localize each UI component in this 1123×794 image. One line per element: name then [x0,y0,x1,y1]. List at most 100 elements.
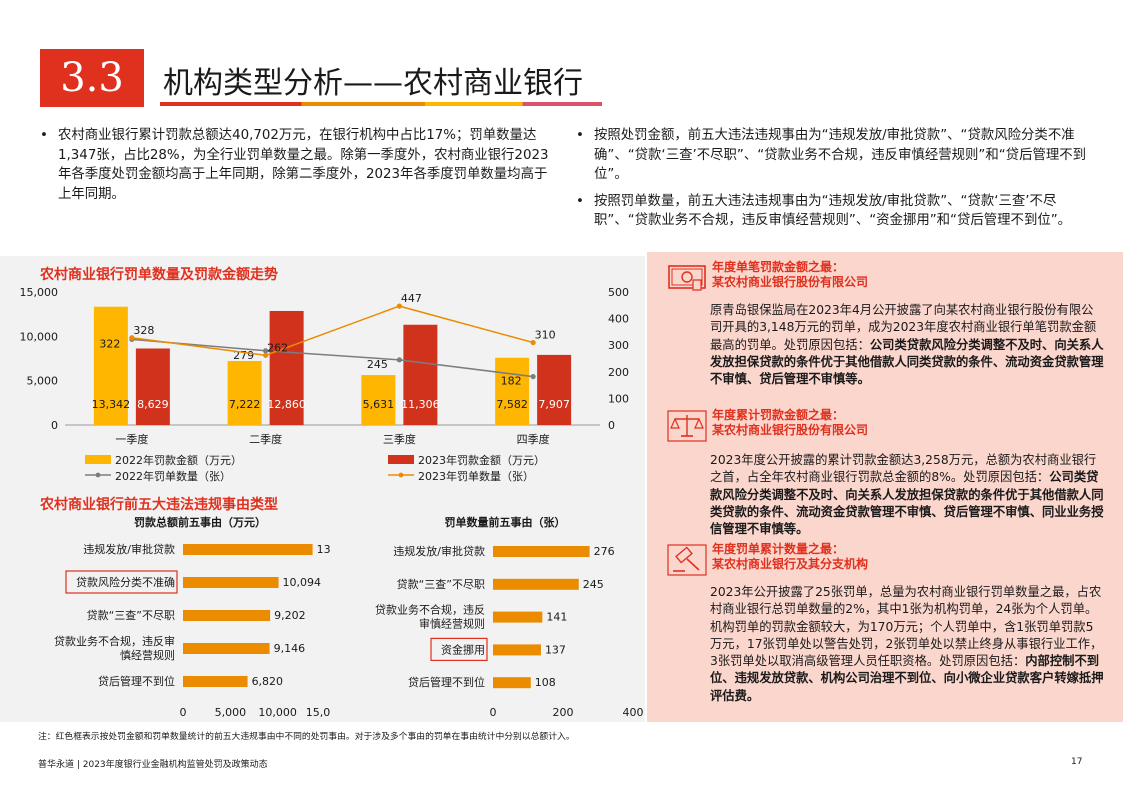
footer-text: 普华永道 | 2023年度银行业金融机构监管处罚及政策动态 [38,760,268,770]
bar [183,544,313,555]
line-point [263,348,269,354]
category-label: 贷款业务不合规，违反审 [54,634,175,648]
case-study-panel: 年度单笔罚款金额之最： 某农村商业银行股份有限公司 原青岛银保监局在2023年4… [647,252,1123,722]
category-label: 慎经营规则 [120,648,175,662]
category-label: 贷后管理不到位 [98,674,175,688]
reasons-chart-title: 农村商业银行前五大违法违规事由类型 [40,497,278,513]
x-tick-label: 5,000 [215,706,247,719]
bar-value-label: 7,222 [229,398,261,411]
legend-label: 2022年罚款金额（万元） [115,453,242,467]
line-value-label: 262 [267,341,288,354]
bar [495,357,530,425]
y-right-tick-label: 200 [608,366,629,379]
x-tick-label: 三季度 [383,432,416,446]
title-underline [160,102,602,106]
bar-value-label: 137 [545,643,566,656]
y-left-tick-label: 0 [51,419,58,432]
page-number: 17 [1071,757,1083,767]
bar-value-label: 9,202 [274,609,306,622]
bar [493,677,531,689]
case-heading: 年度罚单累计数量之最： 某农村商业银行及其分支机构 [712,542,868,572]
line-value-label: 182 [501,375,522,388]
chart-subtitle: 罚单数量前五事由（张） [445,515,566,529]
y-left-tick-label: 5,000 [27,375,59,388]
legend-marker [398,472,404,478]
bar-value-label: 6,820 [252,675,284,688]
chart-panel: 农村商业银行罚单数量及罚款金额走势 15,000 10,000 5,000 0 500 4… [0,256,645,722]
bar [493,644,541,656]
balance-scale-icon [667,410,707,442]
trend-chart: 15,000 10,000 5,000 0 500 400 300 200 100 0 一季度 13,… [20,286,630,483]
x-tick-label: 二季度 [249,432,282,446]
case-heading-line: 年度累计罚款金额之最： [712,408,845,422]
money-bill-icon [668,265,706,291]
bar-value-label: 13,342 [92,398,131,411]
case-heading-line: 年度单笔罚款金额之最： [712,260,845,274]
category-label: 贷款“三查”不尽职 [87,608,175,622]
line-value-label: 447 [401,292,422,305]
section-number-badge: 3.3 [40,49,144,107]
line-point [530,373,536,380]
highlight-box [65,570,178,594]
line-value-label: 245 [367,358,388,371]
highlight-box [430,637,488,662]
trend-chart-title: 农村商业银行罚单数量及罚款金额走势 [40,267,278,283]
count-reasons-chart: 罚单数量前五事由（张） 违规发放/审批贷款 276 贷款“三查”不尽职 245 贷款业务不… [375,515,644,719]
x-tick-label: 15,000 [306,706,330,719]
category-label: 贷后管理不到位 [408,675,485,689]
bar [183,676,248,687]
x-tick-label: 200 [553,706,574,719]
bar-value-label: 245 [583,578,604,591]
line-value-label: 328 [133,324,154,337]
y-right-tick-label: 0 [608,419,615,432]
bullet-item: 按照罚单数量，前五大违法违规事由为“违规发放/审批贷款”、“贷款‘三查’不尽职”… [574,192,1094,231]
case-reasons: 内部控制不到位、违规发放贷款、机构公司治理不到位、向小微企业贷款客户转嫁抵押评估… [710,654,1104,703]
case-heading: 年度累计罚款金额之最： 某农村商业银行股份有限公司 [712,408,868,438]
bar [227,360,262,425]
bar [183,577,279,588]
case-body: 2023年度公开披露的累计罚款金额达3,258万元，总额为农村商业银行之首，占全… [710,452,1105,538]
y-left-tick-label: 15,000 [20,286,59,299]
line-point [129,335,135,341]
summary-bullets-right: 按照处罚金额，前五大违法违规事由为“违规发放/审批贷款”、“贷款风险分类不准确”… [574,126,1094,238]
bar-value-label: 13,689 [317,543,330,556]
bar [183,610,271,621]
case-heading-line: 某农村商业银行股份有限公司 [712,423,869,437]
category-label: 贷款业务不合规，违反 [375,603,485,617]
series-line [131,305,534,357]
x-tick-label: 400 [623,706,644,719]
bar-value-label: 10,094 [283,576,322,589]
case-heading: 年度单笔罚款金额之最： 某农村商业银行股份有限公司 [712,260,868,290]
bar-value-label: 108 [535,676,556,689]
y-right-tick-label: 500 [608,286,629,299]
bar-value-label: 141 [546,611,567,624]
line-point [263,352,269,358]
bar-value-label: 9,146 [274,642,306,655]
y-right-tick-label: 400 [608,313,629,326]
line-point [530,339,536,346]
bar [269,310,304,425]
bar [493,546,590,557]
category-label: 违规发放/审批贷款 [83,542,175,556]
x-tick-label: 一季度 [115,432,148,446]
x-tick-label: 0 [490,706,497,719]
bullet-item: 按照处罚金额，前五大违法违规事由为“违规发放/审批贷款”、“贷款风险分类不准确”… [574,126,1094,185]
legend-marker [95,472,101,478]
case-text: 2023年度公开披露的累计罚款金额达3,258万元，总额为农村商业银行之首，占全… [710,453,1097,485]
bar-value-label: 7,907 [538,398,570,411]
line-point [396,357,402,363]
bar-value-label: 8,629 [137,398,169,411]
footnote: 注：红色框表示按处罚金额和罚单数量统计的前五大违规事由中不同的处罚事由。对于涉及… [38,732,575,742]
case-text: 2023年公开披露了25张罚单，总量为农村商业银行罚单数量之最，占农村商业银行总… [710,585,1103,669]
bar [403,324,438,425]
category-label: 贷款风险分类不准确 [76,575,175,589]
bar-value-label: 7,582 [496,398,528,411]
case-body: 2023年公开披露了25张罚单，总量为农村商业银行罚单数量之最，占农村商业银行总… [710,584,1105,705]
bullet-item: 农村商业银行累计罚款总额达40,702万元，在银行机构中占比17%；罚单数量达1… [38,126,558,204]
category-label: 资金挪用 [441,642,485,656]
legend-label: 2023年罚单数量（张） [418,469,534,483]
legend-swatch [85,455,111,464]
bar [135,348,170,425]
case-reasons: 公司类贷款风险分类调整不及时、向关系人发放担保贷款的条件优于其他借款人同类贷款的… [710,337,1104,387]
series-line [131,338,534,378]
